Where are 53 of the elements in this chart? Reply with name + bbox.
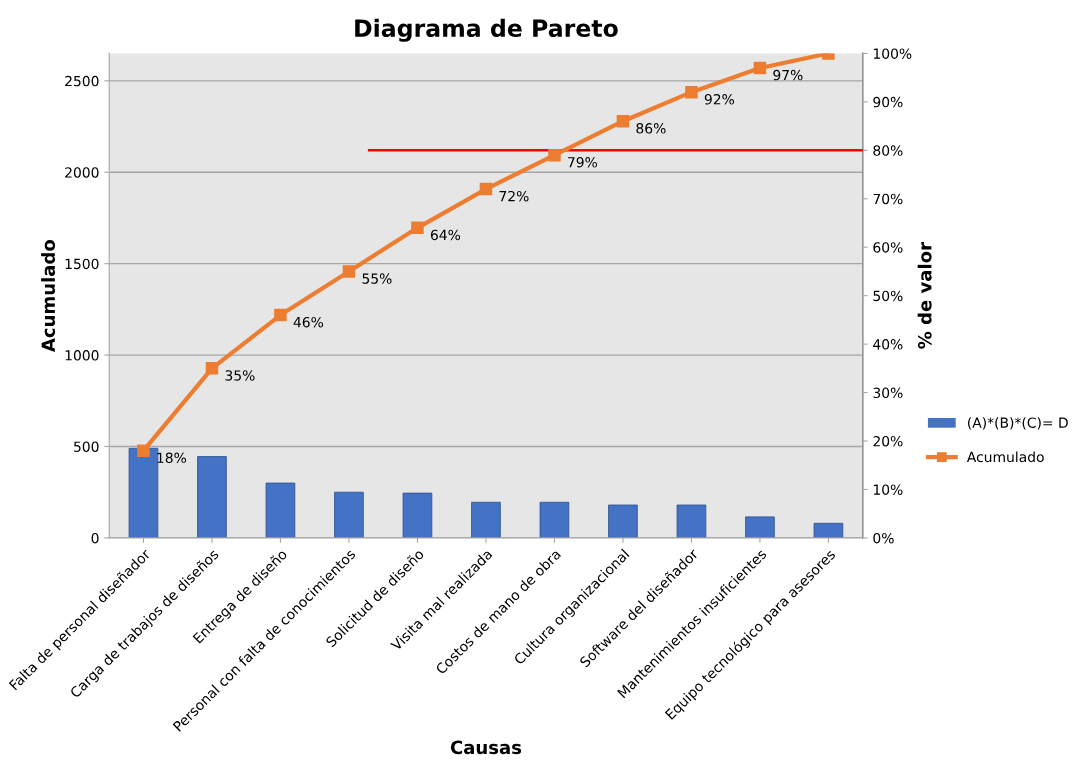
y2-tick-label: 80%: [873, 145, 903, 156]
y2-tick-label: 40%: [873, 339, 903, 350]
bar: [813, 522, 844, 538]
point: [137, 444, 150, 457]
data-label: 64%: [430, 229, 461, 241]
y2-tick-label: 10%: [873, 484, 903, 495]
point: [479, 182, 493, 196]
chart-title: Diagrama de Pareto: [355, 18, 618, 42]
y2-tick-label: 70%: [873, 193, 903, 205]
data-label: 72%: [499, 190, 529, 202]
bar: [539, 501, 570, 538]
bar: [676, 504, 707, 538]
y-tick-label: 1000: [65, 350, 99, 361]
point: [685, 85, 698, 99]
y2-tick-label: 20%: [873, 435, 903, 447]
data-label: 86%: [636, 123, 666, 134]
y2-tick-label: 30%: [873, 387, 903, 399]
y-tick-label: 500: [74, 441, 99, 452]
point: [753, 61, 767, 75]
bar: [471, 501, 501, 538]
y2-tick-label: 60%: [873, 242, 903, 253]
y2-tick-label: 100%: [873, 48, 912, 59]
y-tick-label: 2500: [65, 75, 99, 87]
y-axis-title: Acumulado: [41, 239, 56, 353]
data-label: 92%: [704, 94, 735, 105]
point: [411, 221, 424, 235]
point: [616, 114, 630, 128]
data-label: 97%: [773, 69, 803, 81]
y-tick-label: 2000: [65, 167, 99, 178]
bar: [128, 447, 159, 538]
point: [342, 265, 356, 278]
legend-label: Acumulado: [966, 451, 1044, 463]
y-tick-label: 0: [91, 532, 99, 544]
data-label: 55%: [362, 273, 392, 284]
bar: [745, 516, 775, 538]
y2-tick-label: 90%: [873, 96, 903, 108]
y2-axis-title: % de valor: [917, 242, 932, 349]
bar: [197, 456, 227, 538]
point: [205, 362, 219, 375]
data-label: 79%: [568, 157, 598, 168]
legend-label: (A)*(B)*(C)= D: [968, 417, 1068, 430]
y2-tick-label: 0%: [873, 532, 894, 544]
data-label: 46%: [293, 316, 324, 328]
bar: [334, 491, 364, 538]
bar: [402, 492, 433, 538]
point: [548, 148, 561, 162]
y2-tick-label: 50%: [873, 290, 903, 302]
y-tick-label: 1500: [65, 258, 99, 270]
point: [274, 308, 287, 322]
bar: [608, 504, 638, 538]
data-label: 35%: [225, 370, 255, 381]
x-axis-title: Causas: [450, 740, 522, 755]
bar: [265, 482, 296, 538]
